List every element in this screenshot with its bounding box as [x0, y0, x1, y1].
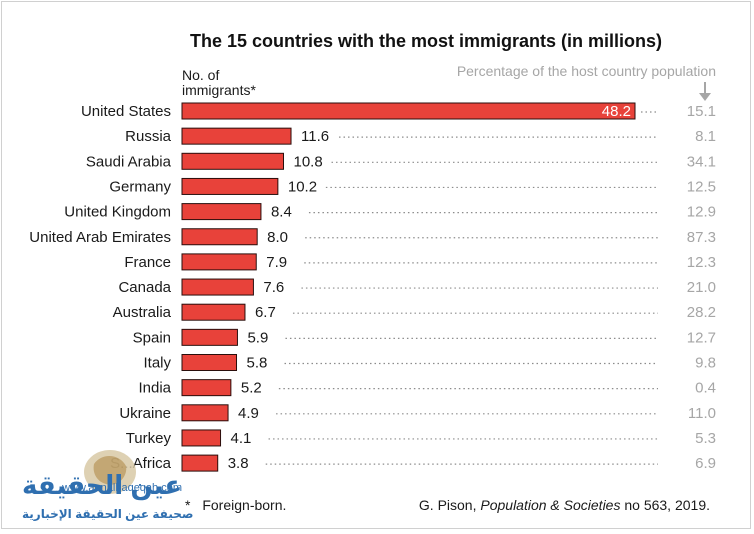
footnote-text: Foreign-born.: [202, 497, 286, 513]
category-label: Australia: [113, 304, 172, 321]
percentage-label: 0.4: [695, 380, 716, 397]
category-label: Germany: [109, 178, 171, 195]
value-label: 5.8: [247, 355, 268, 372]
value-label: 8.4: [271, 204, 292, 221]
category-label: Turkey: [126, 430, 172, 447]
value-label: 10.2: [288, 178, 317, 195]
category-label: Canada: [118, 279, 171, 296]
value-label: 10.8: [294, 153, 323, 170]
percentage-label: 9.8: [695, 355, 716, 372]
bar: [181, 354, 238, 371]
source-publication: Population & Societies: [480, 497, 620, 513]
y-axis-header-line-1: No. of: [182, 67, 219, 83]
bar: [181, 203, 262, 221]
category-label: Russia: [125, 128, 172, 145]
category-label: Italy: [143, 355, 171, 372]
bar: [181, 278, 254, 296]
value-label: 4.9: [238, 405, 259, 422]
bar: [181, 177, 279, 195]
value-label: 3.8: [228, 455, 249, 472]
bar: [181, 454, 219, 472]
value-label: 7.6: [263, 279, 284, 296]
bar: [181, 102, 636, 120]
watermark-tagline: صحيفة عين الحقيقة الإخبارية: [22, 507, 193, 521]
percentage-label: 12.7: [687, 329, 716, 346]
percentage-label: 5.3: [695, 430, 716, 447]
value-label: 5.9: [247, 329, 268, 346]
watermark-url: www.aenalhaqeqah.com: [61, 482, 182, 494]
percentage-label: 21.0: [687, 279, 716, 296]
watermark-logo-text: عين الحقيقة: [22, 470, 182, 501]
bar: [181, 429, 222, 447]
bars-layer: United States 48.2 15.1 Russia 11.6 8.1 Saudi …: [29, 102, 716, 472]
source-citation: G. Pison, Population & Societies no 563,…: [419, 497, 710, 513]
percentage-label: 34.1: [687, 153, 716, 170]
footnote-marker: *: [185, 497, 191, 513]
category-label: Ukraine: [119, 405, 171, 422]
footnote: * Foreign-born.: [185, 497, 286, 513]
percentage-label: 15.1: [687, 103, 716, 120]
down-arrow-icon: [699, 82, 711, 101]
bar: [181, 328, 238, 346]
value-label: 4.1: [231, 430, 252, 447]
bar: [181, 303, 246, 321]
bar: [181, 404, 229, 422]
value-label: 6.7: [255, 304, 276, 321]
value-label: 48.2: [602, 103, 631, 120]
source-author: G. Pison,: [419, 497, 480, 513]
category-label: Saudi Arabia: [86, 153, 172, 170]
percentage-label: 11.0: [688, 405, 716, 422]
bar: [181, 127, 292, 145]
bar: [181, 152, 285, 170]
category-label: United States: [81, 103, 171, 120]
category-label: India: [138, 380, 171, 397]
value-label: 8.0: [267, 229, 288, 246]
bar: [181, 379, 232, 397]
bar: [181, 228, 258, 246]
source-detail: no 563, 2019.: [624, 497, 710, 513]
category-label: United Arab Emirates: [29, 229, 171, 246]
percentage-label: 8.1: [695, 128, 716, 145]
bar: [181, 253, 257, 271]
percentage-label: 12.3: [687, 254, 716, 271]
percentage-header: Percentage of the host country populatio…: [457, 63, 716, 79]
percentage-label: 28.2: [687, 304, 716, 321]
y-axis-header: No. of immigrants*: [182, 67, 256, 98]
category-label: United Kingdom: [64, 204, 171, 221]
percentage-label: 6.9: [695, 455, 716, 472]
percentage-label: 12.9: [687, 204, 716, 221]
y-axis-header-line-2: immigrants*: [182, 82, 256, 98]
percentage-label: 12.5: [687, 178, 716, 195]
category-label: France: [124, 254, 171, 271]
value-label: 11.6: [301, 128, 329, 145]
value-label: 5.2: [241, 380, 262, 397]
chart-title: The 15 countries with the most immigrant…: [190, 31, 662, 51]
category-label: Spain: [133, 329, 171, 346]
percentage-label: 87.3: [687, 229, 716, 246]
watermark-logo: عين الحقيقة www.aenalhaqeqah.com صحيفة ع…: [22, 450, 193, 521]
value-label: 7.9: [266, 254, 287, 271]
